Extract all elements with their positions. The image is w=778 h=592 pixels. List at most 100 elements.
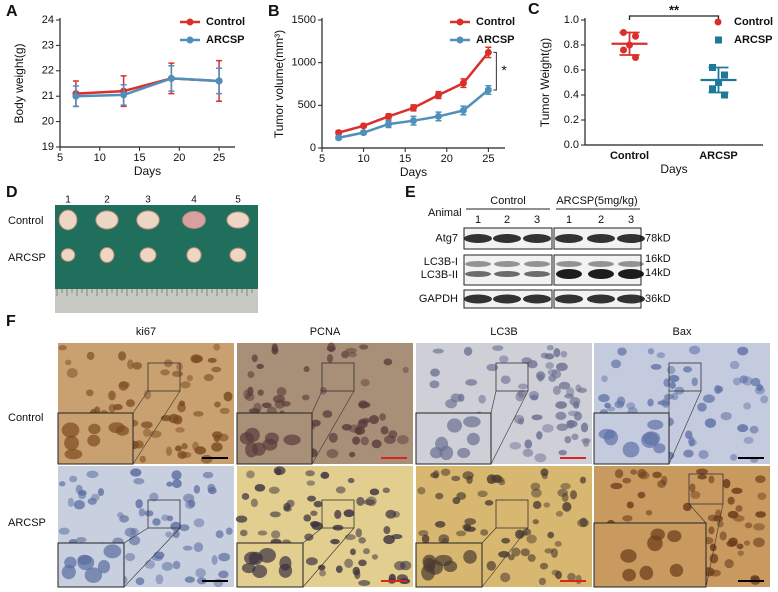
group-label: Control <box>490 195 525 207</box>
nucleus <box>540 468 549 477</box>
inset-source <box>321 362 355 392</box>
nucleus <box>347 477 355 484</box>
nucleus <box>213 343 221 351</box>
panel-letter: E <box>405 184 416 201</box>
nucleus <box>87 497 97 505</box>
nucleus <box>417 486 426 495</box>
nucleus <box>225 527 233 535</box>
band <box>523 234 551 243</box>
nucleus <box>498 479 506 486</box>
inset-nucleus <box>653 443 666 454</box>
legend-label: ARCSP <box>476 34 515 46</box>
nucleus <box>77 490 87 500</box>
nucleus <box>326 353 334 363</box>
inset-connector <box>490 390 529 465</box>
band <box>555 234 583 243</box>
protein-label: GAPDH <box>419 293 458 305</box>
inset-nucleus <box>258 547 276 563</box>
nucleus <box>645 509 653 516</box>
nucleus <box>193 518 205 528</box>
inset-nucleus <box>427 560 444 575</box>
nucleus <box>172 479 182 488</box>
significance-label: ** <box>669 2 680 17</box>
nucleus <box>247 386 254 397</box>
nucleus <box>546 345 554 351</box>
nucleus <box>492 345 504 351</box>
nucleus <box>250 498 258 508</box>
inset-nucleus <box>620 549 637 563</box>
data-point <box>459 106 467 114</box>
nucleus <box>58 481 66 487</box>
nucleus <box>286 499 295 508</box>
data-point <box>721 71 728 79</box>
nucleus <box>174 445 182 452</box>
nucleus <box>271 530 281 539</box>
nucleus <box>744 522 753 529</box>
inset-nucleus <box>669 563 684 577</box>
nucleus <box>193 411 204 417</box>
inset-connector <box>302 527 355 588</box>
y-tick-label: 500 <box>298 99 316 111</box>
size-label: 14kD <box>645 267 671 279</box>
nucleus <box>731 487 743 494</box>
legend-marker <box>186 36 194 44</box>
nucleus <box>219 407 230 415</box>
nucleus <box>151 555 163 561</box>
nucleus <box>544 353 555 360</box>
band <box>618 269 644 279</box>
nucleus <box>391 534 403 540</box>
band <box>494 271 520 277</box>
tumor <box>139 247 157 263</box>
nucleus <box>124 527 136 537</box>
nucleus <box>203 373 214 382</box>
legend-label: ARCSP <box>206 34 245 46</box>
data-point <box>385 120 393 128</box>
nucleus <box>579 476 587 484</box>
ihc-image <box>593 466 770 588</box>
data-point <box>167 74 175 82</box>
nucleus <box>727 510 739 519</box>
nucleus <box>161 514 170 521</box>
nucleus <box>564 435 572 444</box>
nucleus <box>186 375 193 382</box>
nucleus <box>691 377 698 387</box>
data-point <box>410 104 417 112</box>
significance-label: * <box>501 62 507 78</box>
nucleus <box>218 433 229 442</box>
nucleus <box>547 531 555 539</box>
inset-connector <box>123 527 181 588</box>
inset-connector <box>668 390 702 465</box>
nucleus <box>191 355 203 363</box>
nucleus <box>371 554 379 560</box>
nucleus <box>647 398 654 407</box>
nucleus <box>181 443 188 450</box>
inset-source <box>668 362 702 392</box>
nucleus <box>689 439 697 446</box>
nucleus <box>669 381 676 389</box>
nucleus <box>358 537 366 544</box>
nucleus <box>499 355 509 363</box>
band <box>618 261 644 267</box>
nucleus <box>133 478 145 485</box>
inset-nucleus <box>457 447 471 459</box>
nucleus <box>553 348 561 358</box>
inset-connector <box>481 527 529 588</box>
lane-label: 3 <box>145 195 151 206</box>
panel-letter: B <box>268 3 280 20</box>
nucleus <box>688 436 695 447</box>
nucleus <box>715 385 724 393</box>
nucleus <box>261 402 272 409</box>
y-tick-label: 22 <box>42 65 54 77</box>
ihc-image <box>236 342 413 465</box>
nucleus <box>509 442 522 450</box>
nucleus <box>708 526 715 535</box>
nucleus <box>755 511 767 518</box>
band <box>493 234 521 243</box>
y-tick-label: 19 <box>42 141 54 153</box>
inset-nucleus <box>115 425 130 436</box>
nucleus <box>526 534 537 544</box>
nucleus <box>235 515 248 523</box>
data-point <box>709 85 716 93</box>
significance-bracket <box>493 51 497 91</box>
nucleus <box>305 557 318 566</box>
